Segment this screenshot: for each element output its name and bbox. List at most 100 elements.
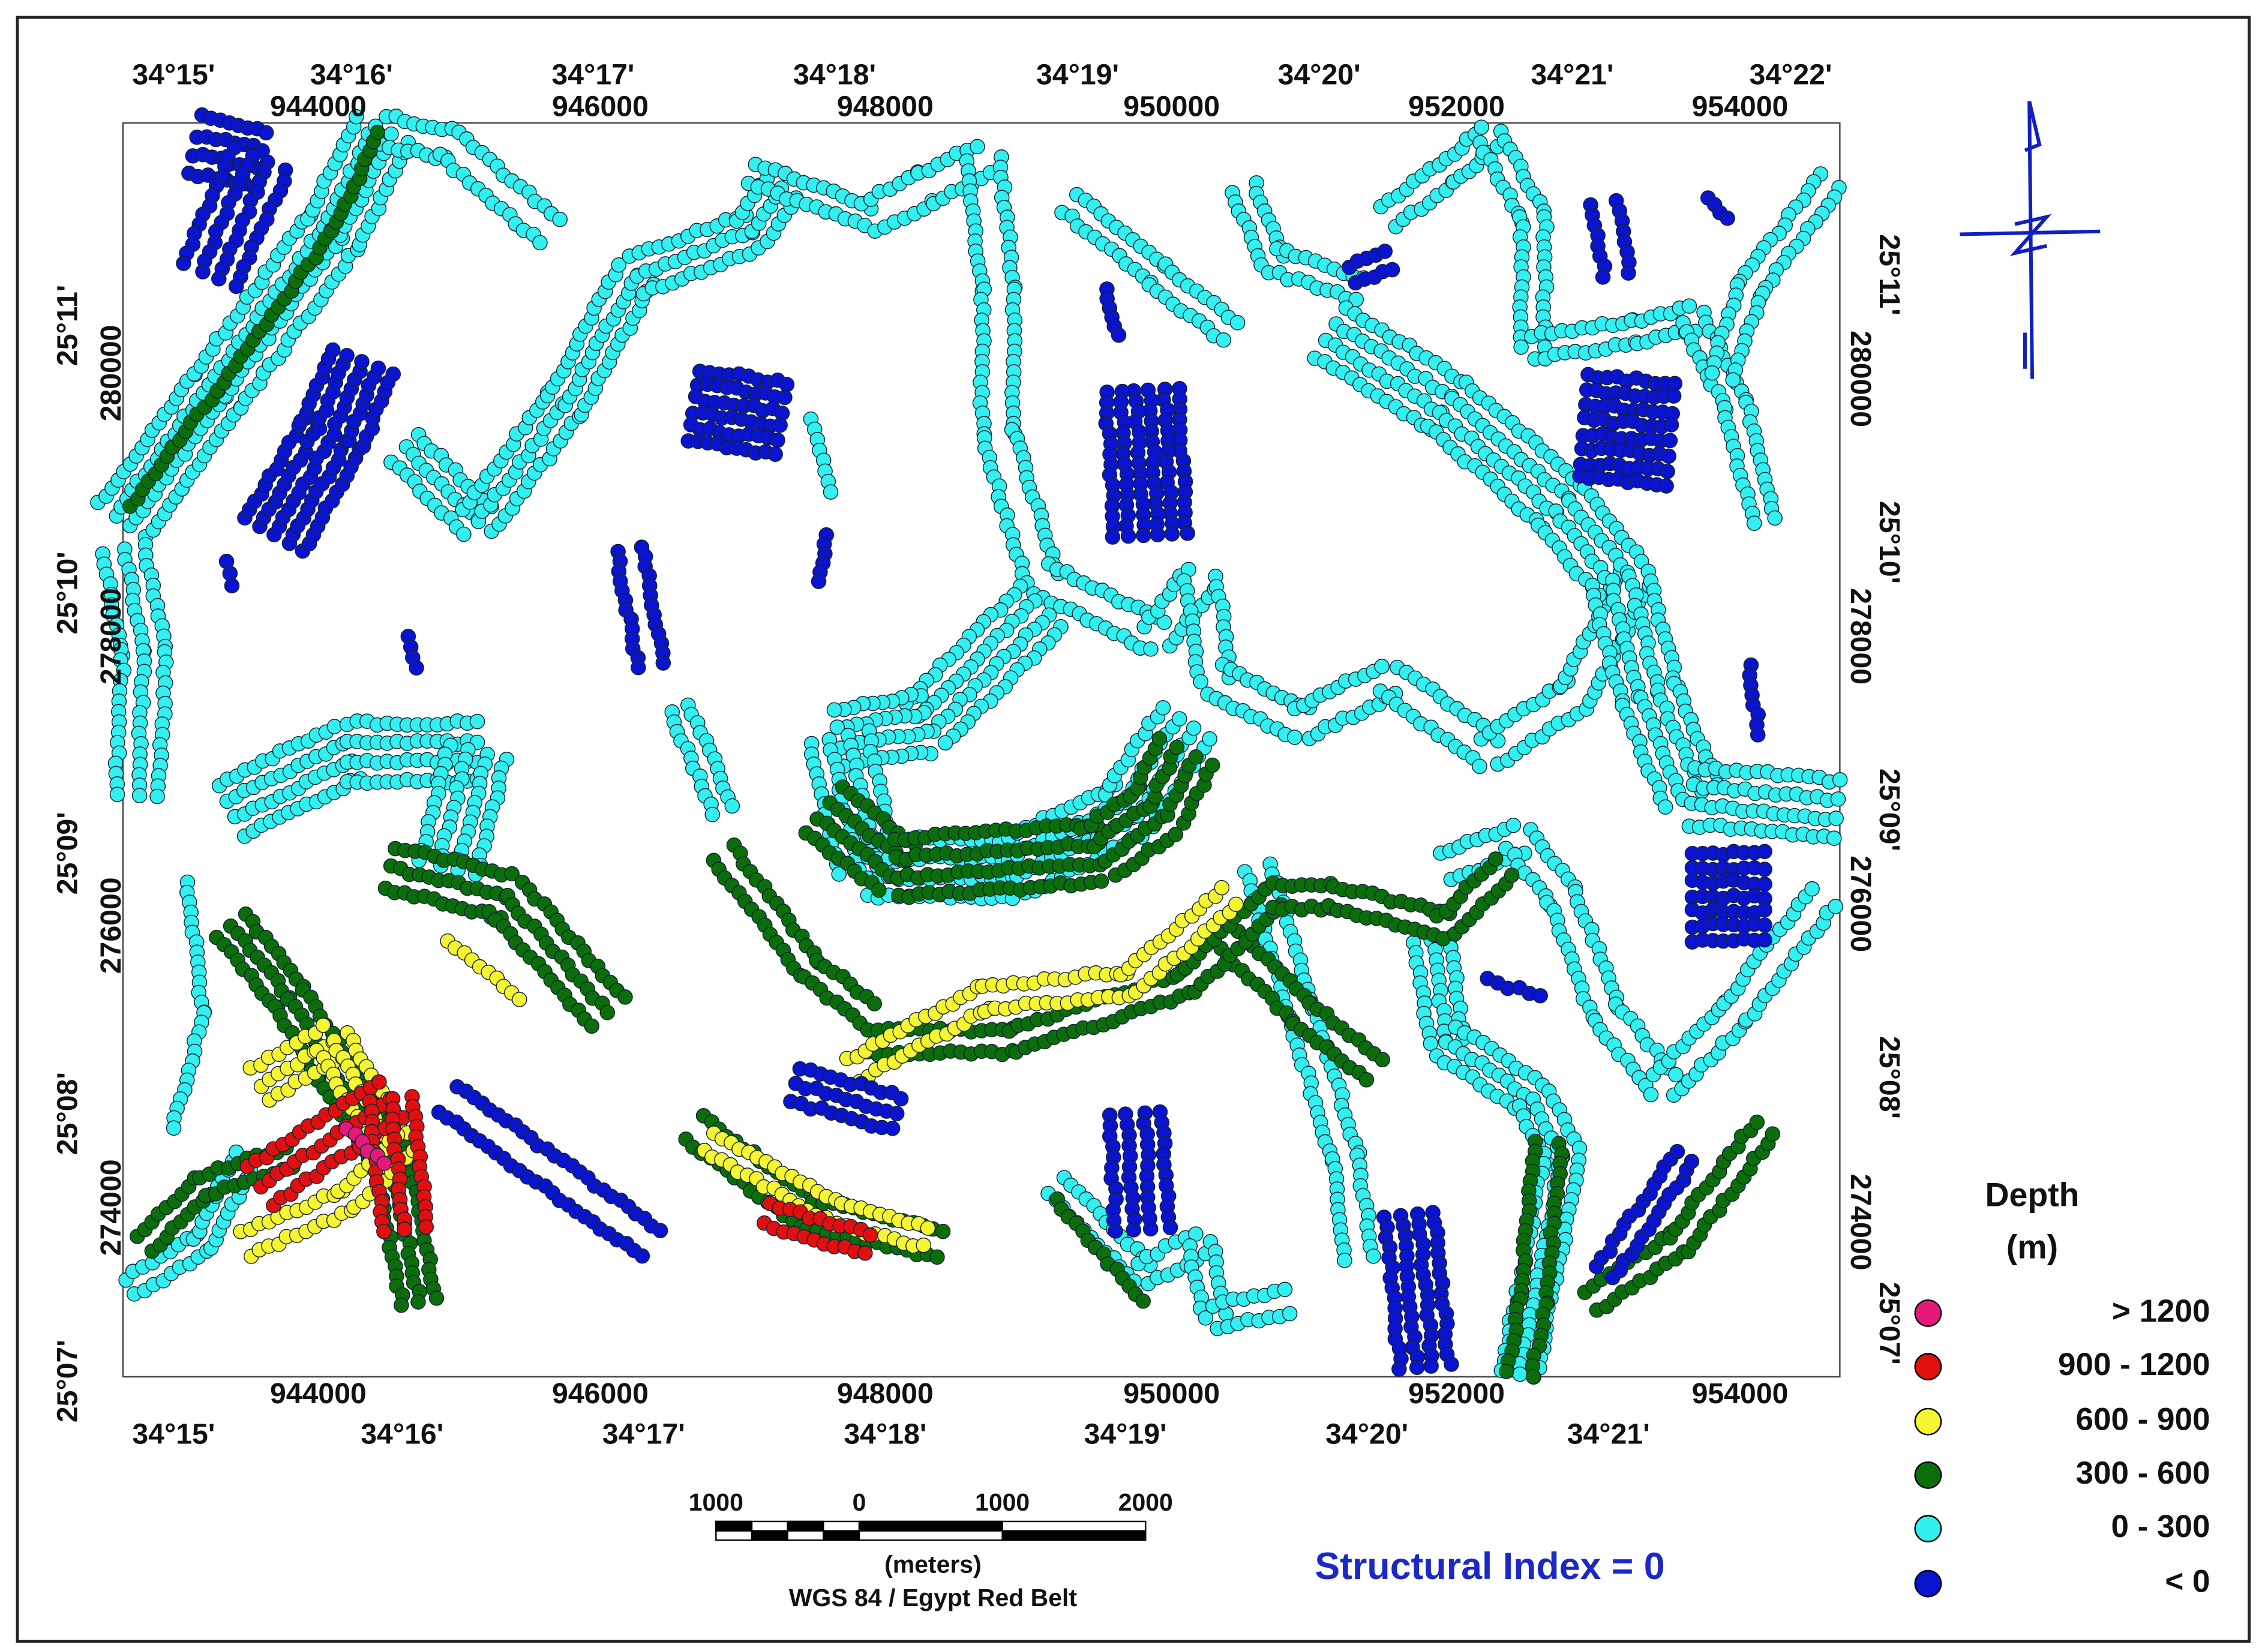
top-longitude-label: 34°22' (1749, 58, 1832, 91)
solution-point (935, 1223, 951, 1239)
solution-point (1757, 843, 1772, 860)
solution-point (831, 866, 847, 882)
bottom-longitude-label: 34°20' (1325, 1418, 1408, 1451)
solution-point (1472, 758, 1487, 775)
solution-point (370, 124, 386, 140)
solution-point (370, 360, 386, 376)
solution-point (1826, 830, 1842, 846)
solution-point (1423, 1358, 1439, 1374)
solution-point (258, 125, 274, 141)
solution-point (532, 235, 548, 251)
bottom-longitude-label: 34°18' (844, 1418, 926, 1451)
legend-label: > 1200 (2112, 1293, 2210, 1329)
solution-point (1704, 365, 1720, 381)
solution-point (1757, 932, 1772, 948)
solution-point (1216, 332, 1231, 348)
solution-point (811, 574, 827, 589)
solution-point (1720, 210, 1735, 226)
solution-point (770, 433, 785, 448)
solution-point (1136, 527, 1151, 544)
legend-symbol (1914, 1299, 1942, 1327)
solution-point (552, 211, 568, 227)
top-easting-label: 952000 (1408, 91, 1505, 123)
bottom-longitude-label: 34°16' (361, 1418, 443, 1451)
solution-point (1229, 315, 1246, 331)
top-easting-label: 954000 (1692, 91, 1789, 123)
top-longitude-label: 34°21' (1531, 58, 1613, 91)
solution-point (884, 1121, 901, 1136)
solution-point (1143, 641, 1159, 657)
legend-label: 900 - 1200 (2058, 1347, 2210, 1382)
solution-point (1150, 527, 1166, 542)
solution-point (1391, 1361, 1407, 1377)
solution-point (195, 264, 211, 280)
bottom-easting-label: 948000 (837, 1377, 934, 1410)
solution-point (1657, 799, 1673, 815)
solution-point (1661, 448, 1676, 464)
solution-point (228, 278, 244, 295)
solution-point (1105, 529, 1121, 545)
solution-point (1765, 1126, 1781, 1142)
solution-point (826, 702, 842, 718)
solution-point (1662, 433, 1678, 449)
solution-point (970, 139, 985, 155)
solution-point (1409, 1359, 1425, 1376)
solution-point (1532, 987, 1548, 1004)
solution-point (393, 1297, 409, 1313)
solution-point (857, 1245, 873, 1261)
solution-point (410, 1294, 426, 1310)
top-longitude-label: 34°15' (132, 58, 215, 91)
top-easting-label: 948000 (837, 91, 934, 123)
annotation: Structural Index = 0 (1315, 1545, 1664, 1587)
legend-symbol (1914, 1407, 1942, 1436)
solution-point (1377, 244, 1393, 259)
right-axis-label: 25°10' (1873, 501, 1906, 584)
left-axis-label: 25°09' (51, 812, 83, 894)
solution-point (504, 866, 520, 882)
solution-point (1111, 327, 1127, 343)
bottom-longitude-label: 34°21' (1567, 1418, 1650, 1451)
scale-label: 0 (853, 1488, 866, 1516)
left-axis-label: 25°08' (51, 1072, 83, 1155)
left-axis-label: 276000 (95, 877, 127, 974)
solution-point (1621, 265, 1636, 281)
solution-point (456, 526, 472, 542)
solution-point (1828, 899, 1843, 914)
bottom-longitude-label: 34°19' (1084, 1418, 1167, 1451)
top-longitude-label: 34°18' (793, 58, 876, 91)
solution-point (1669, 1143, 1685, 1160)
solution-point (704, 806, 721, 823)
solution-point (326, 719, 343, 734)
solution-point (829, 719, 845, 735)
solution-point (1830, 791, 1846, 807)
legend-label: 0 - 300 (2111, 1509, 2210, 1544)
solution-point (1135, 1293, 1151, 1309)
solution-point (1757, 876, 1772, 892)
legend-symbol (1914, 1515, 1942, 1542)
solution-point (1804, 881, 1820, 897)
solution-point (1504, 867, 1520, 883)
solution-point (1108, 1223, 1123, 1239)
top-longitude-label: 34°17' (551, 58, 634, 91)
solution-point (166, 1120, 182, 1136)
legend-title: Depth (1985, 1176, 2079, 1214)
solution-point (1757, 902, 1772, 918)
solution-point (376, 1224, 392, 1239)
solution-point (1681, 298, 1697, 314)
solution-point (1512, 1366, 1528, 1382)
bottom-easting-label: 954000 (1692, 1377, 1789, 1410)
solution-point (1142, 1221, 1159, 1237)
solution-point (893, 1091, 909, 1107)
solution-point (1180, 526, 1195, 541)
solution-point (325, 342, 341, 358)
solution-point (1750, 727, 1766, 743)
solution-point (1287, 730, 1303, 745)
solution-point (1757, 861, 1772, 877)
solution-point (1337, 1253, 1352, 1268)
solution-point (1498, 1364, 1514, 1379)
solution-point (176, 256, 191, 271)
bottom-easting-label: 946000 (552, 1377, 649, 1410)
solution-point (777, 389, 793, 406)
solution-point (617, 989, 633, 1005)
solution-point (1832, 772, 1848, 788)
